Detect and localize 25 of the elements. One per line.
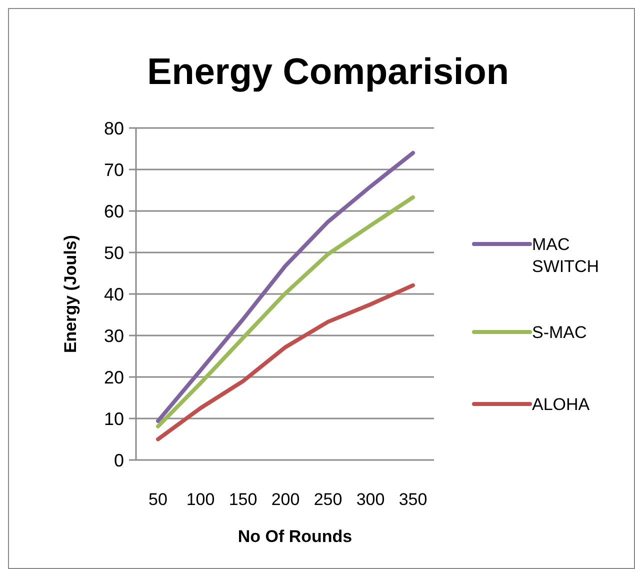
y-axis-title: Energy (Jouls): [61, 234, 80, 354]
line-series: [156, 150, 415, 423]
x-tick-label: 250: [314, 490, 342, 509]
y-tick-label: 20: [104, 367, 124, 388]
y-tick-label: 30: [104, 326, 124, 346]
y-tick-label: 80: [104, 118, 124, 138]
y-tick-label: 60: [104, 201, 124, 222]
x-tick-label: 200: [271, 490, 300, 509]
y-tick-label: 10: [104, 408, 124, 429]
y-tick-label: 50: [104, 242, 124, 263]
x-tick-label: 50: [148, 490, 168, 509]
line-series: [156, 283, 415, 442]
y-tick-label: 40: [104, 284, 124, 304]
y-tick-label: 0: [114, 450, 124, 470]
chart-title: Energy Comparision: [147, 51, 509, 92]
line-series: [156, 195, 415, 428]
x-tick-label: 300: [356, 490, 385, 509]
legend-label: MAC SWITCH: [532, 234, 600, 276]
legend-label: ALOHA: [532, 394, 590, 414]
x-tick-label: 350: [398, 490, 428, 509]
x-axis-title: No Of Rounds: [238, 527, 352, 546]
x-tick-label: 150: [228, 490, 258, 509]
legend-label: S-MAC: [532, 322, 587, 342]
x-tick-label: 100: [186, 490, 215, 509]
y-tick-label: 70: [104, 160, 124, 180]
